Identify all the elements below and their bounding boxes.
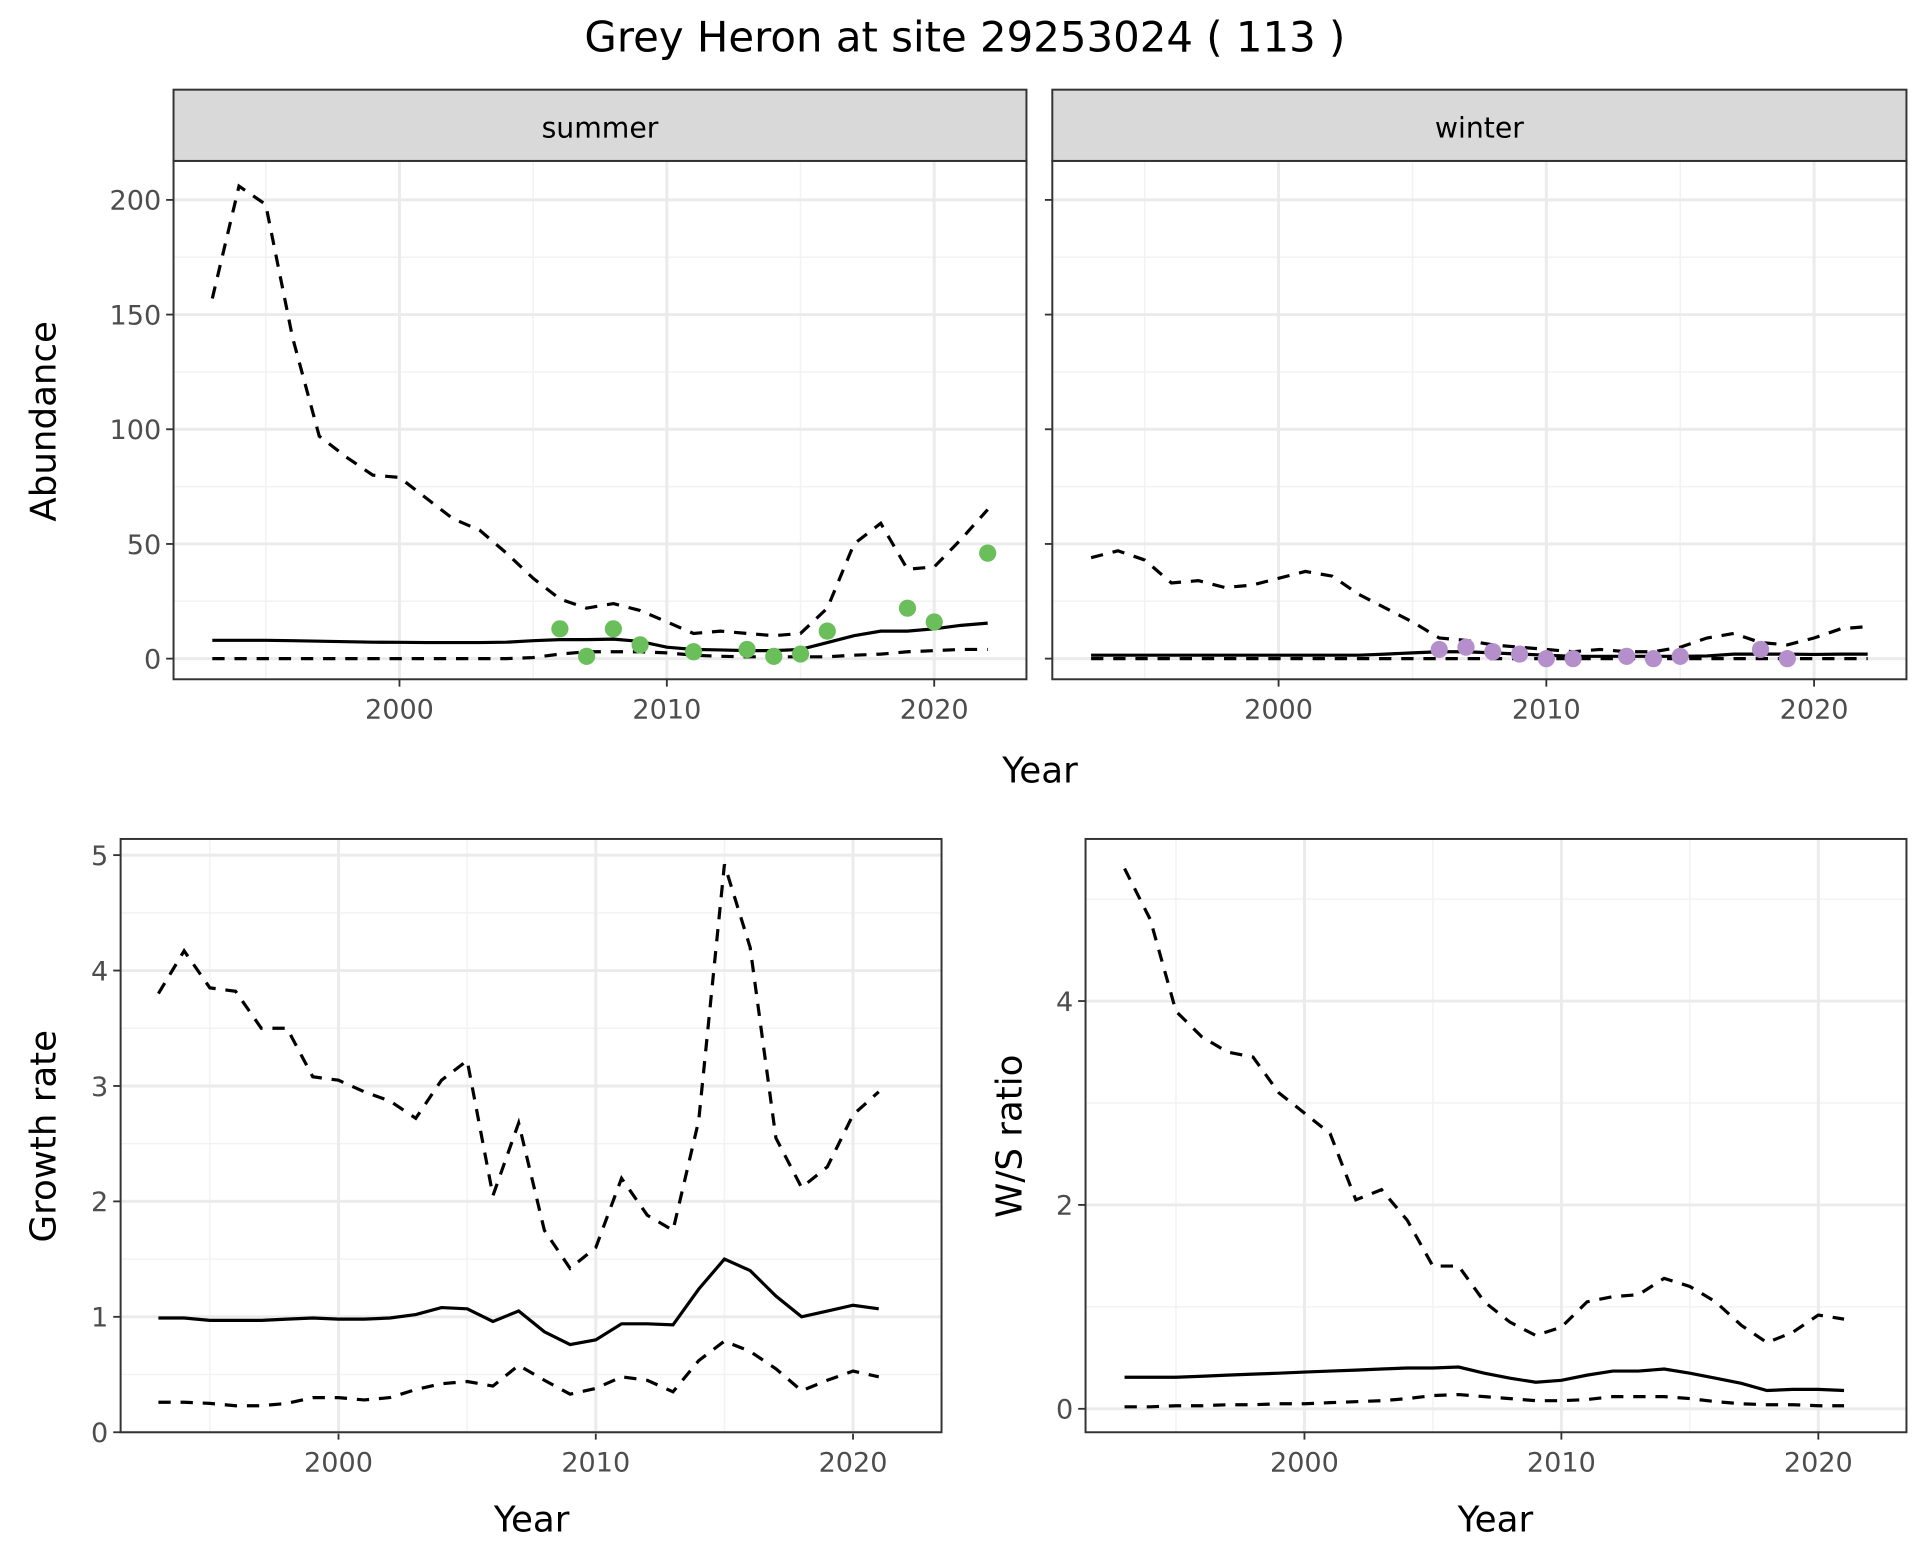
x-tick-label: 2020 (1784, 1448, 1853, 1479)
data-point (765, 647, 783, 665)
data-point (1644, 650, 1663, 668)
series-line-mean (1124, 1365, 1845, 1393)
y-tick-label: 50 (127, 530, 161, 561)
data-point (1457, 638, 1475, 656)
y-tick-label: 0 (91, 1418, 108, 1449)
data-point (791, 645, 810, 663)
series-line-upper (1123, 867, 1845, 1345)
data-point (1484, 643, 1502, 661)
plot-background (173, 160, 1027, 680)
series-line-upper (210, 183, 989, 638)
data-point (925, 613, 943, 631)
series-line-lower (158, 1339, 880, 1408)
series-line-lower (212, 647, 988, 661)
data-point (1564, 650, 1582, 668)
data-point (738, 640, 756, 659)
facet-strip-label: winter (1435, 112, 1524, 145)
y-tick-label: 200 (110, 186, 162, 217)
y-tick-label: 100 (110, 415, 162, 446)
data-point (631, 636, 649, 654)
x-tick-label: 2020 (819, 1448, 888, 1479)
y-tick-label: 2 (91, 1187, 108, 1218)
series-line-mean (212, 621, 988, 653)
x-tick-label: 2010 (632, 695, 701, 726)
plot-background (1085, 838, 1907, 1433)
panel-growth: 2000 2010 2020 0 1 2 3 4 5 (91, 837, 943, 1479)
x-tick-label: 2010 (1512, 695, 1581, 726)
data-point (1778, 650, 1796, 668)
y-tick-label: 5 (91, 841, 108, 872)
panel-summer: 2000 2010 2020 0 50 100 150 200 summer (110, 88, 1028, 726)
data-point (1510, 645, 1529, 663)
y-axis-label-ratio: W/S ratio (990, 1055, 1031, 1218)
panel-ratio: 2000 2010 2020 0 2 4 (1056, 837, 1908, 1479)
x-tick-label: 2020 (1780, 695, 1849, 726)
series-line-mean (158, 1257, 879, 1347)
data-point (551, 620, 569, 638)
data-point (979, 544, 997, 562)
data-point (1537, 650, 1555, 668)
x-axis-label-growth: Year (493, 1500, 570, 1541)
panel-border (1084, 837, 1908, 1434)
series-line-upper (157, 863, 880, 1271)
data-point (1751, 640, 1770, 659)
plot-background (120, 838, 942, 1433)
data-point (1671, 647, 1689, 665)
data-point (898, 599, 917, 617)
data-point (818, 622, 836, 640)
plot-background (1052, 160, 1907, 680)
y-tick-label: 2 (1056, 1191, 1073, 1222)
series-line-upper (1090, 549, 1868, 654)
x-tick-label: 2020 (900, 695, 969, 726)
data-point (578, 647, 596, 665)
y-axis-label-abundance: Abundance (23, 321, 64, 522)
x-axis-label-top: Year (1001, 750, 1078, 791)
facet-strip-label: summer (542, 112, 659, 145)
panel-border (119, 837, 943, 1434)
y-tick-label: 150 (110, 300, 162, 331)
x-tick-label: 2010 (1527, 1448, 1596, 1479)
series-line-lower (1124, 1392, 1845, 1409)
x-tick-label: 2010 (561, 1448, 630, 1479)
y-tick-label: 3 (91, 1072, 108, 1103)
panel-winter: 2000 2010 2020 winter (1044, 88, 1908, 726)
y-tick-label: 4 (91, 956, 108, 987)
data-point (1618, 647, 1636, 665)
y-axis-label-growth: Growth rate (23, 1030, 64, 1243)
facet-strip (172, 88, 1028, 162)
facet-strip (1051, 88, 1908, 162)
y-tick-label: 4 (1056, 987, 1073, 1018)
x-tick-label: 2000 (365, 695, 434, 726)
x-tick-label: 2000 (1270, 1448, 1339, 1479)
x-tick-label: 2000 (304, 1448, 373, 1479)
y-tick-label: 0 (144, 644, 161, 675)
chart-title: Grey Heron at site 29253024 ( 113 ) (584, 13, 1345, 62)
y-tick-label: 1 (91, 1303, 108, 1334)
data-point (684, 643, 703, 661)
series-line-mean (1091, 650, 1868, 658)
data-point (1430, 640, 1448, 659)
y-tick-label: 0 (1056, 1395, 1073, 1426)
data-point (604, 620, 622, 638)
x-axis-label-ratio: Year (1457, 1500, 1534, 1541)
x-tick-label: 2000 (1244, 695, 1313, 726)
